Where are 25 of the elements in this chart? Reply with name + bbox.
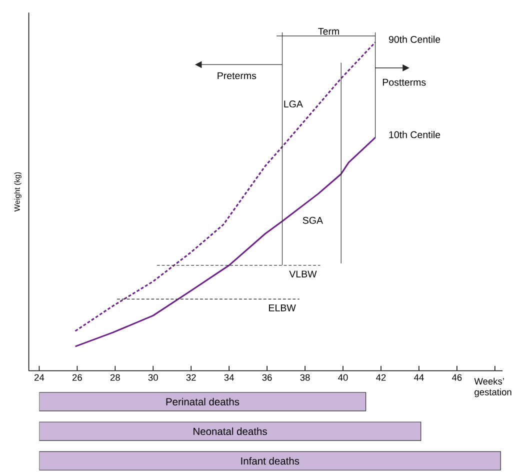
annotation: SGA [302,216,323,224]
series-label: VLBW [289,270,317,278]
annotation: Preterms [218,72,256,80]
x-tick-label: 36 [262,374,272,381]
x-tick-label: 30 [148,374,158,381]
x-tick-label: 32 [186,374,196,381]
x-tick-label: 44 [414,374,424,380]
x-tick-label: 26 [72,374,82,381]
text: Term [318,28,339,35]
y-tick-label: Neonatal deaths [194,427,267,435]
x-tick-label: 42 [376,374,386,381]
series-label: ELBW [269,304,296,312]
x-tick-label: 28 [110,374,120,381]
annotation: LGA [284,100,303,108]
annotation: Postterms [382,78,426,86]
series-label: 90th Centile [388,36,440,43]
x-tick-label: 34 [224,374,234,381]
series-label: 10th Centile [389,130,440,138]
x-tick-label: 24 [34,374,44,381]
x-tick-label: 46 [452,374,462,381]
x-tick-label: 40 [338,374,348,381]
y-tick-label: Perinatal deaths [166,398,240,406]
x-tick-label: 38 [300,374,310,381]
x-axis-title: Weeks’ gestation [474,378,512,398]
y-tick-label: Infant deaths [241,457,300,465]
